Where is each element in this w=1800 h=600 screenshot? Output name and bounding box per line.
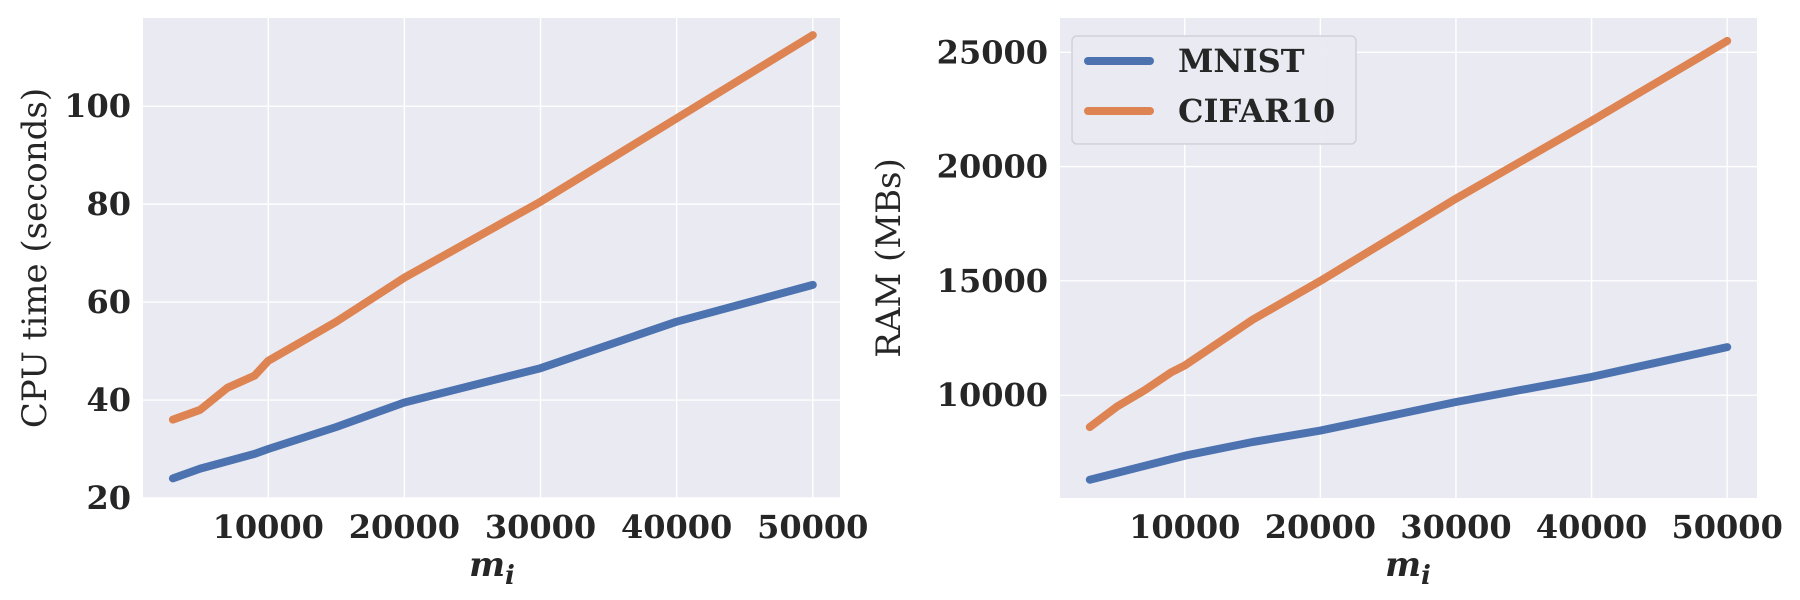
cpu-time-plot-area <box>143 18 840 498</box>
ram-y-tick-label: 10000 <box>937 376 1048 414</box>
cpu-time-x-tick-labels: 10000 20000 30000 40000 50000 <box>213 508 869 546</box>
cpu-time-x-tick-label: 50000 <box>757 508 868 546</box>
cpu-time-line-cifar10 <box>168 31 817 424</box>
ram-y-tick-label: 25000 <box>937 33 1048 71</box>
cpu-time-y-axis-title: CPU time (seconds) <box>15 88 55 428</box>
ram-y-tick-labels: 10000 15000 20000 25000 <box>937 33 1048 414</box>
cpu-time-grid <box>143 18 840 499</box>
cpu-time-y-tick-label: 60 <box>86 283 131 321</box>
ram-x-tick-label: 20000 <box>1265 508 1376 546</box>
cpu-time-y-tick-labels: 20 40 60 80 100 <box>64 87 131 517</box>
ram-x-tick-label: 30000 <box>1400 508 1511 546</box>
cpu-time-x-tick-label: 30000 <box>485 508 596 546</box>
cpu-time-y-tick-label: 80 <box>86 185 131 223</box>
ram-line-cifar10 <box>1085 36 1732 432</box>
ram-x-tick-label: 50000 <box>1672 508 1783 546</box>
cpu-time-x-axis-title: mi <box>469 545 515 591</box>
ram-x-tick-label: 10000 <box>1129 508 1240 546</box>
legend-label-mnist: MNIST <box>1178 42 1305 80</box>
cpu-time-y-tick-label: 40 <box>86 381 131 419</box>
ram-x-tick-labels: 10000 20000 30000 40000 50000 <box>1129 508 1783 546</box>
ram-y-axis-title: RAM (MBs) <box>869 158 909 358</box>
ram-series <box>1085 36 1732 484</box>
cpu-time-y-tick-label: 100 <box>64 87 131 125</box>
cpu-time-chart: 10000 20000 30000 40000 50000 20 40 60 80 100 mi… <box>15 18 868 591</box>
ram-line-mnist <box>1085 343 1732 484</box>
ram-x-axis-title: mi <box>1385 545 1431 591</box>
ram-y-tick-label: 15000 <box>937 262 1048 300</box>
ram-chart: 10000 20000 30000 40000 50000 10000 15000 2000… <box>869 18 1783 591</box>
cpu-time-x-tick-label: 10000 <box>213 508 324 546</box>
ram-y-tick-label: 20000 <box>937 148 1048 186</box>
legend: MNIST CIFAR10 <box>1071 35 1357 145</box>
cpu-time-y-tick-label: 20 <box>86 479 131 517</box>
cpu-time-x-tick-label: 40000 <box>621 508 732 546</box>
legend-label-cifar10: CIFAR10 <box>1178 92 1335 130</box>
ram-x-tick-label: 40000 <box>1536 508 1647 546</box>
cpu-time-x-tick-label: 20000 <box>349 508 460 546</box>
cpu-time-line-mnist <box>168 280 817 483</box>
cpu-time-series <box>168 31 817 483</box>
